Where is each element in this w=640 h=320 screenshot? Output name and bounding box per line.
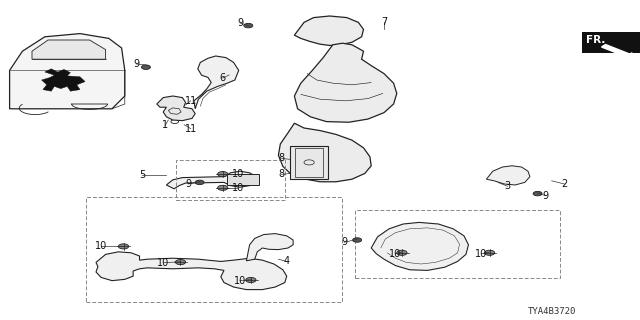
- Text: 10: 10: [389, 249, 402, 259]
- Polygon shape: [371, 222, 468, 270]
- Text: 8: 8: [278, 153, 285, 164]
- Polygon shape: [96, 252, 287, 290]
- FancyArrow shape: [602, 44, 636, 58]
- Text: 10: 10: [157, 258, 170, 268]
- Text: 9: 9: [185, 179, 191, 189]
- Polygon shape: [294, 43, 397, 122]
- Text: 5: 5: [139, 170, 145, 180]
- Circle shape: [218, 172, 228, 177]
- Polygon shape: [294, 16, 364, 45]
- Text: 10: 10: [234, 276, 246, 286]
- Text: 2: 2: [561, 179, 568, 189]
- Text: 8: 8: [278, 169, 285, 180]
- Text: FR.: FR.: [586, 35, 605, 45]
- Polygon shape: [486, 166, 530, 185]
- Text: 7: 7: [381, 17, 387, 28]
- Polygon shape: [157, 96, 195, 121]
- Bar: [86, 197, 342, 302]
- Text: 9: 9: [133, 59, 140, 69]
- Text: 10: 10: [232, 183, 244, 193]
- Text: 11: 11: [184, 124, 197, 134]
- Polygon shape: [227, 174, 259, 185]
- Bar: [176, 160, 285, 200]
- Text: 9: 9: [341, 237, 348, 247]
- Text: 10: 10: [475, 249, 488, 259]
- Polygon shape: [32, 40, 106, 59]
- Circle shape: [218, 185, 228, 190]
- Bar: [582, 32, 640, 53]
- Circle shape: [141, 65, 150, 69]
- Circle shape: [118, 244, 129, 249]
- Circle shape: [195, 180, 204, 185]
- Circle shape: [484, 250, 495, 255]
- Polygon shape: [278, 123, 371, 182]
- Circle shape: [397, 250, 407, 255]
- Polygon shape: [10, 34, 125, 109]
- Circle shape: [533, 191, 542, 196]
- Bar: [290, 146, 328, 179]
- Text: 1: 1: [162, 120, 168, 131]
- Circle shape: [244, 23, 253, 28]
- Polygon shape: [246, 234, 293, 261]
- Circle shape: [175, 260, 186, 265]
- Bar: [295, 148, 323, 177]
- Text: 4: 4: [284, 256, 290, 267]
- Circle shape: [353, 238, 362, 242]
- Text: TYA4B3720: TYA4B3720: [527, 308, 576, 316]
- Text: 9: 9: [237, 18, 243, 28]
- Bar: [355, 210, 560, 278]
- Text: 3: 3: [504, 181, 511, 191]
- Polygon shape: [166, 171, 256, 189]
- Text: 9: 9: [543, 191, 549, 201]
- Text: 10: 10: [95, 241, 108, 252]
- Circle shape: [246, 277, 256, 283]
- Text: 10: 10: [232, 169, 244, 179]
- Polygon shape: [42, 69, 85, 91]
- Text: 11: 11: [184, 96, 197, 106]
- Polygon shape: [194, 56, 239, 109]
- Text: 6: 6: [220, 73, 226, 83]
